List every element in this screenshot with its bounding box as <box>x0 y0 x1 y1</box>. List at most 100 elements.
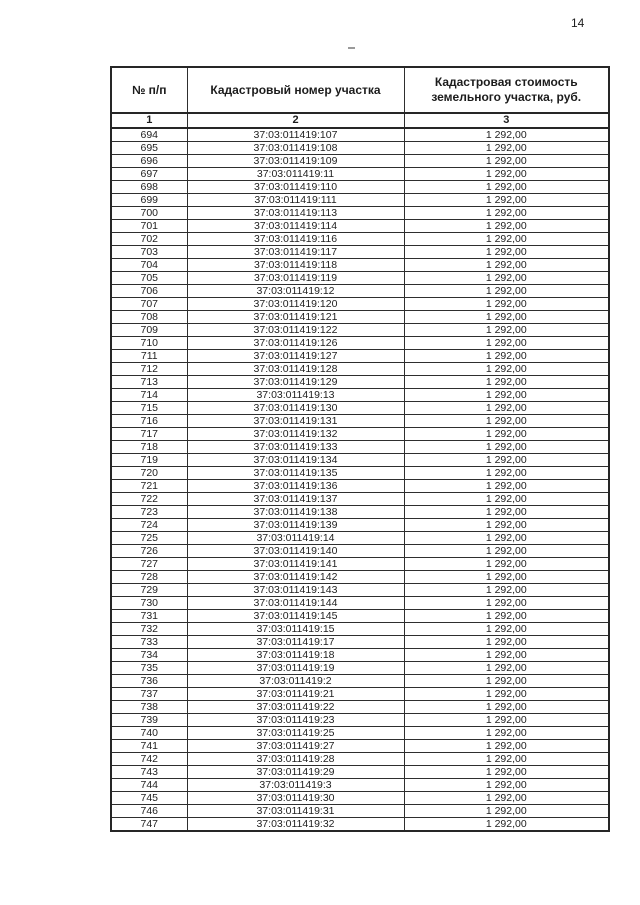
cadastral-number-cell: 37:03:011419:32 <box>186 817 405 832</box>
cadastral-number-cell: 37:03:011419:114 <box>186 219 405 233</box>
table-row: 745 37:03:011419:30 1 292,00 <box>110 791 610 805</box>
cadastral-number-cell: 37:03:011419:117 <box>186 245 405 259</box>
table-row: 706 37:03:011419:12 1 292,00 <box>110 284 610 298</box>
cadastral-number-cell: 37:03:011419:116 <box>186 232 405 246</box>
cadastral-number-cell: 37:03:011419:140 <box>186 544 405 558</box>
table-row: 740 37:03:011419:25 1 292,00 <box>110 726 610 740</box>
table-row: 739 37:03:011419:23 1 292,00 <box>110 713 610 727</box>
cadastral-number-cell: 37:03:011419:110 <box>186 180 405 194</box>
cadastral-cost-cell: 1 292,00 <box>403 505 610 519</box>
cadastral-number-cell: 37:03:011419:121 <box>186 310 405 324</box>
row-number-cell: 706 <box>110 284 188 298</box>
header-index: № п/п <box>110 66 188 114</box>
table-row: 734 37:03:011419:18 1 292,00 <box>110 648 610 662</box>
table-row: 699 37:03:011419:111 1 292,00 <box>110 193 610 207</box>
row-number-cell: 721 <box>110 479 188 493</box>
cadastral-cost-cell: 1 292,00 <box>403 362 610 376</box>
cadastral-number-cell: 37:03:011419:15 <box>186 622 405 636</box>
cadastral-cost-cell: 1 292,00 <box>403 518 610 532</box>
table-row: 707 37:03:011419:120 1 292,00 <box>110 297 610 311</box>
cadastral-number-cell: 37:03:011419:120 <box>186 297 405 311</box>
table-row: 731 37:03:011419:145 1 292,00 <box>110 609 610 623</box>
table-row: 705 37:03:011419:119 1 292,00 <box>110 271 610 285</box>
row-number-cell: 707 <box>110 297 188 311</box>
row-number-cell: 699 <box>110 193 188 207</box>
cadastral-number-cell: 37:03:011419:28 <box>186 752 405 766</box>
cadastral-cost-cell: 1 292,00 <box>403 765 610 779</box>
row-number-cell: 731 <box>110 609 188 623</box>
table-row: 696 37:03:011419:109 1 292,00 <box>110 154 610 168</box>
table-row: 720 37:03:011419:135 1 292,00 <box>110 466 610 480</box>
row-number-cell: 701 <box>110 219 188 233</box>
cadastral-number-cell: 37:03:011419:2 <box>186 674 405 688</box>
cadastral-cost-cell: 1 292,00 <box>403 791 610 805</box>
row-number-cell: 724 <box>110 518 188 532</box>
row-number-cell: 733 <box>110 635 188 649</box>
column-number-3: 3 <box>403 112 610 129</box>
row-number-cell: 710 <box>110 336 188 350</box>
cadastral-cost-cell: 1 292,00 <box>403 648 610 662</box>
row-number-cell: 704 <box>110 258 188 272</box>
cadastral-cost-cell: 1 292,00 <box>403 453 610 467</box>
cadastral-cost-cell: 1 292,00 <box>403 700 610 714</box>
cadastral-cost-cell: 1 292,00 <box>403 544 610 558</box>
header-cadastral-cost: Кадастровая стоимость земельного участка… <box>403 66 610 114</box>
table-row: 713 37:03:011419:129 1 292,00 <box>110 375 610 389</box>
cadastral-cost-cell: 1 292,00 <box>403 336 610 350</box>
cadastral-cost-cell: 1 292,00 <box>403 479 610 493</box>
row-number-cell: 745 <box>110 791 188 805</box>
cadastral-number-cell: 37:03:011419:129 <box>186 375 405 389</box>
cadastral-number-cell: 37:03:011419:126 <box>186 336 405 350</box>
cadastral-number-cell: 37:03:011419:132 <box>186 427 405 441</box>
row-number-cell: 694 <box>110 127 188 142</box>
cadastral-number-cell: 37:03:011419:134 <box>186 453 405 467</box>
row-number-cell: 743 <box>110 765 188 779</box>
cadastral-cost-cell: 1 292,00 <box>403 427 610 441</box>
column-number-1: 1 <box>110 112 188 129</box>
row-number-cell: 696 <box>110 154 188 168</box>
cadastral-cost-cell: 1 292,00 <box>403 258 610 272</box>
cadastral-cost-cell: 1 292,00 <box>403 349 610 363</box>
row-number-cell: 722 <box>110 492 188 506</box>
row-number-cell: 735 <box>110 661 188 675</box>
table-row: 701 37:03:011419:114 1 292,00 <box>110 219 610 233</box>
cadastral-number-cell: 37:03:011419:29 <box>186 765 405 779</box>
cadastral-table: № п/п Кадастровый номер участка Кадастро… <box>110 66 610 832</box>
table-row: 729 37:03:011419:143 1 292,00 <box>110 583 610 597</box>
cadastral-number-cell: 37:03:011419:130 <box>186 401 405 415</box>
cadastral-number-cell: 37:03:011419:19 <box>186 661 405 675</box>
cadastral-cost-cell: 1 292,00 <box>403 401 610 415</box>
cadastral-cost-cell: 1 292,00 <box>403 752 610 766</box>
table-row: 717 37:03:011419:132 1 292,00 <box>110 427 610 441</box>
table-row: 732 37:03:011419:15 1 292,00 <box>110 622 610 636</box>
cadastral-cost-cell: 1 292,00 <box>403 609 610 623</box>
table-row: 727 37:03:011419:141 1 292,00 <box>110 557 610 571</box>
row-number-cell: 703 <box>110 245 188 259</box>
cadastral-number-cell: 37:03:011419:11 <box>186 167 405 181</box>
table-row: 722 37:03:011419:137 1 292,00 <box>110 492 610 506</box>
table-row: 747 37:03:011419:32 1 292,00 <box>110 817 610 832</box>
table-row: 698 37:03:011419:110 1 292,00 <box>110 180 610 194</box>
cadastral-number-cell: 37:03:011419:3 <box>186 778 405 792</box>
table-row: 714 37:03:011419:13 1 292,00 <box>110 388 610 402</box>
row-number-cell: 729 <box>110 583 188 597</box>
row-number-cell: 730 <box>110 596 188 610</box>
cadastral-cost-cell: 1 292,00 <box>403 804 610 818</box>
cadastral-number-cell: 37:03:011419:137 <box>186 492 405 506</box>
cadastral-cost-cell: 1 292,00 <box>403 466 610 480</box>
cadastral-cost-cell: 1 292,00 <box>403 635 610 649</box>
cadastral-cost-cell: 1 292,00 <box>403 596 610 610</box>
table-row: 719 37:03:011419:134 1 292,00 <box>110 453 610 467</box>
cadastral-cost-cell: 1 292,00 <box>403 154 610 168</box>
cadastral-cost-cell: 1 292,00 <box>403 414 610 428</box>
cadastral-number-cell: 37:03:011419:13 <box>186 388 405 402</box>
cadastral-cost-cell: 1 292,00 <box>403 245 610 259</box>
table-row: 742 37:03:011419:28 1 292,00 <box>110 752 610 766</box>
row-number-cell: 719 <box>110 453 188 467</box>
table-row: 743 37:03:011419:29 1 292,00 <box>110 765 610 779</box>
cadastral-number-cell: 37:03:011419:22 <box>186 700 405 714</box>
cadastral-number-cell: 37:03:011419:12 <box>186 284 405 298</box>
table-row: 744 37:03:011419:3 1 292,00 <box>110 778 610 792</box>
cadastral-cost-cell: 1 292,00 <box>403 492 610 506</box>
table-row: 735 37:03:011419:19 1 292,00 <box>110 661 610 675</box>
